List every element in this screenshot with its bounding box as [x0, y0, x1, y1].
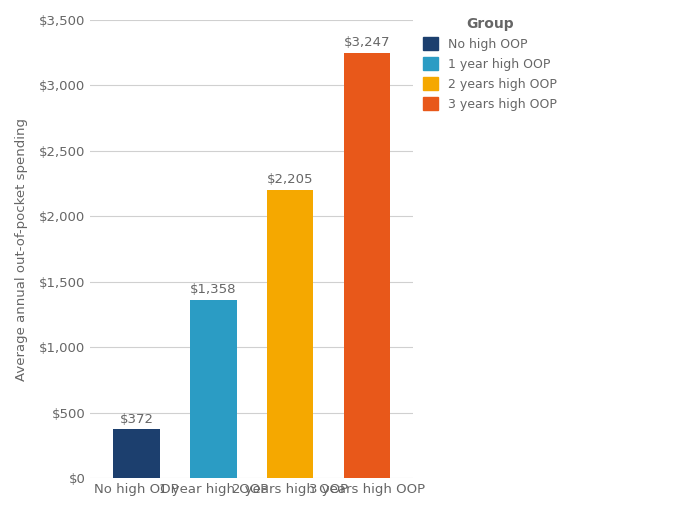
Legend: No high OOP, 1 year high OOP, 2 years high OOP, 3 years high OOP: No high OOP, 1 year high OOP, 2 years hi…: [423, 17, 556, 110]
Bar: [113, 429, 160, 478]
Bar: [344, 53, 391, 478]
Bar: [267, 190, 314, 478]
Text: $372: $372: [120, 412, 153, 426]
Bar: [190, 300, 237, 478]
Text: $2,205: $2,205: [267, 173, 314, 185]
Y-axis label: Average annual out-of-pocket spending: Average annual out-of-pocket spending: [15, 118, 28, 381]
Text: $3,247: $3,247: [344, 36, 391, 49]
Text: $1,358: $1,358: [190, 284, 237, 296]
